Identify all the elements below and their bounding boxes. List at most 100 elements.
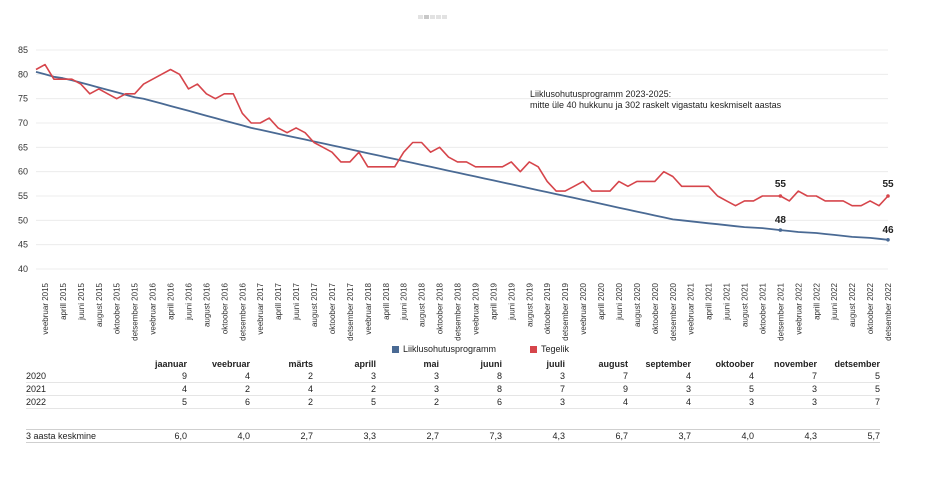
series-line-actual: [35, 63, 889, 207]
average-cell: 7,3: [439, 429, 502, 443]
table-cell: 7: [565, 370, 628, 383]
table-cell: 9: [124, 370, 187, 383]
y-tick-label: 65: [18, 142, 28, 152]
table-cell: 3: [754, 382, 817, 396]
table-cell: 7: [754, 370, 817, 383]
x-tick-label: oktoober 2022: [866, 282, 875, 334]
table-cell: 4: [691, 370, 754, 383]
page-dot[interactable]: [442, 15, 447, 19]
x-tick-label: veebruar 2017: [256, 282, 265, 334]
year-label: 2022: [26, 395, 124, 409]
table-cell: 5: [817, 370, 880, 383]
month-header: august: [598, 359, 628, 369]
table-row: 2021 4 2 4 2 3 8 7 9 3 5 3 5: [26, 382, 880, 396]
x-tick-label: oktoober 2020: [651, 282, 660, 334]
table-cell: 3: [313, 370, 376, 383]
table-cell: 3: [754, 395, 817, 409]
chart-annotation: Liiklusohutusprogramm 2023-2025:: [530, 89, 671, 99]
x-tick-label: aprill 2020: [597, 282, 606, 319]
point-marker: [778, 228, 783, 232]
x-tick-label: veebruar 2018: [364, 282, 373, 334]
x-tick-label: juuni 2017: [292, 282, 301, 320]
x-tick-label: aprill 2022: [812, 282, 821, 319]
legend-label-program: Liiklusohutusprogramm: [403, 344, 497, 354]
y-tick-label: 50: [18, 215, 28, 225]
month-header: oktoober: [715, 359, 754, 369]
x-tick-label: veebruar 2019: [471, 282, 480, 334]
legend-item-program[interactable]: Liiklusohutusprogramm: [392, 344, 496, 354]
x-tick-label: juuni 2016: [184, 282, 193, 320]
table-cell: 7: [502, 382, 565, 396]
year-label: 2020: [26, 370, 124, 383]
x-tick-label: detsember 2021: [776, 282, 785, 340]
month-header: märts: [288, 359, 313, 369]
table-cell: 3: [376, 382, 439, 396]
spacer-cell: [26, 409, 880, 430]
x-tick-label: august 2016: [202, 282, 211, 327]
series-line-program: [35, 71, 889, 241]
table-cell: 3: [628, 382, 691, 396]
table-cell: 8: [439, 370, 502, 383]
monthly-fatalities-table: jaanuar veebruar märts aprill mai juuni …: [26, 358, 880, 443]
page-dot[interactable]: [418, 15, 423, 19]
x-tick-label: veebruar 2021: [687, 282, 696, 334]
y-tick-label: 75: [18, 94, 28, 104]
point-marker: [886, 194, 890, 198]
y-tick-label: 80: [18, 69, 28, 79]
x-tick-label: juuni 2021: [723, 282, 732, 320]
average-cell: 2,7: [250, 429, 313, 443]
x-tick-label: aprill 2021: [705, 282, 714, 319]
page-dot-active[interactable]: [424, 15, 429, 19]
x-tick-label: detsember 2015: [131, 282, 140, 340]
page-dot[interactable]: [430, 15, 435, 19]
average-cell: 4,0: [187, 429, 250, 443]
x-tick-label: oktoober 2015: [113, 282, 122, 334]
x-tick-label: aprill 2015: [59, 282, 68, 319]
point-marker: [886, 238, 890, 242]
month-header: juuni: [480, 359, 503, 369]
month-header: juuli: [546, 359, 566, 369]
y-tick-label: 85: [18, 45, 28, 55]
table-row: 2022 5 6 2 5 2 6 3 4 4 3 3 7: [26, 395, 880, 409]
table-header-row: jaanuar veebruar märts aprill mai juuni …: [26, 358, 880, 370]
table-cell: 3: [691, 395, 754, 409]
x-tick-label: veebruar 2020: [579, 282, 588, 334]
x-tick-label: detsember 2019: [561, 282, 570, 340]
x-tick-label: juuni 2018: [400, 282, 409, 320]
table-cell: 8: [439, 382, 502, 396]
x-tick-label: oktoober 2017: [328, 282, 337, 334]
chart-annotation: mitte üle 40 hukkunu ja 302 raskelt viga…: [530, 100, 782, 110]
table-cell: 7: [817, 395, 880, 409]
x-tick-label: august 2022: [848, 282, 857, 327]
x-tick-label: juuni 2015: [77, 282, 86, 320]
table-cell: 2: [250, 370, 313, 383]
legend-item-actual[interactable]: Tegelik: [530, 344, 569, 354]
x-tick-label: detsember 2020: [669, 282, 678, 340]
table-cell: 6: [439, 395, 502, 409]
x-tick-label: veebruar 2022: [794, 282, 803, 334]
page-dot[interactable]: [436, 15, 441, 19]
legend-swatch-actual: [530, 345, 538, 353]
point-label: 48: [775, 215, 787, 226]
y-tick-label: 60: [18, 167, 28, 177]
table-cell: 4: [124, 382, 187, 396]
point-label: 55: [882, 179, 894, 190]
x-tick-label: aprill 2016: [167, 282, 176, 319]
table-cell: 5: [817, 382, 880, 396]
average-label: 3 aasta keskmine: [26, 429, 124, 443]
x-tick-label: oktoober 2018: [436, 282, 445, 334]
average-cell: 5,7: [817, 429, 880, 443]
carousel-indicator[interactable]: [418, 15, 450, 21]
table-cell: 5: [313, 395, 376, 409]
x-tick-label: aprill 2017: [274, 282, 283, 319]
month-header: jaanuar: [154, 359, 187, 369]
table-cell: 3: [376, 370, 439, 383]
x-tick-label: august 2019: [525, 282, 534, 327]
month-header: september: [645, 359, 691, 369]
x-tick-label: aprill 2019: [489, 282, 498, 319]
y-tick-label: 40: [18, 264, 28, 274]
average-cell: 2,7: [376, 429, 439, 443]
month-header: mai: [423, 359, 439, 369]
x-tick-label: veebruar 2015: [41, 282, 50, 334]
table-cell: 4: [250, 382, 313, 396]
